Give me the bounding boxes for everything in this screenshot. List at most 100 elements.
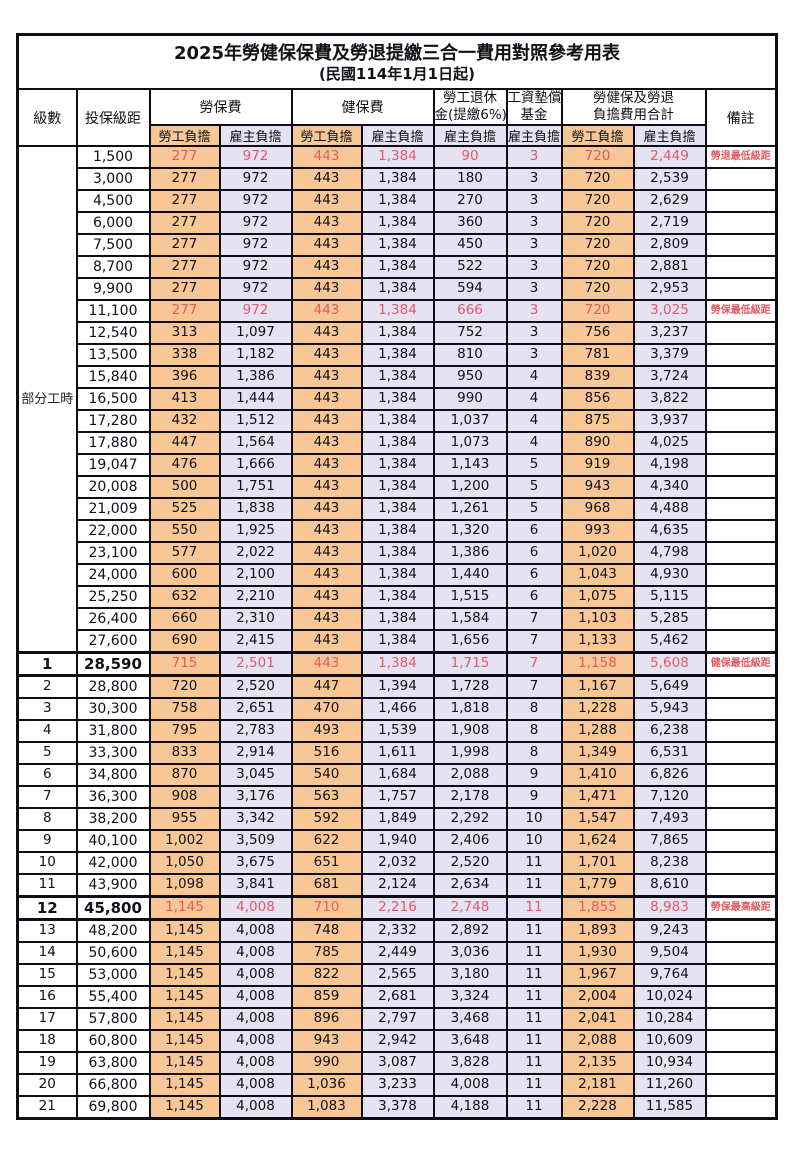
cell-labor-employer: 972 <box>218 299 293 323</box>
cell-total-employer: 4,025 <box>632 431 707 455</box>
cell-total-employee: 1,930 <box>560 941 635 965</box>
part-time-label: 部分工時 <box>16 145 78 654</box>
cell-level: 20 <box>16 1073 78 1097</box>
cell-health-employer: 1,384 <box>360 387 435 411</box>
cell-health-employee: 443 <box>290 255 363 279</box>
cell-bracket: 27,600 <box>75 629 151 654</box>
col-header-health-insurance: 健保費 <box>290 88 435 126</box>
cell-total-employer: 10,284 <box>632 1007 707 1031</box>
cell-bracket: 19,047 <box>75 453 151 477</box>
cell-pension-employer: 1,715 <box>432 651 508 677</box>
cell-pension-employer: 1,998 <box>432 741 508 765</box>
cell-labor-employer: 4,008 <box>218 895 293 921</box>
cell-total-employee: 720 <box>560 211 635 235</box>
cell-health-employee: 681 <box>290 873 363 898</box>
cell-total-employee: 720 <box>560 255 635 279</box>
cell-wage-fund-employer: 11 <box>505 1095 563 1120</box>
cell-health-employee: 443 <box>290 607 363 631</box>
cell-wage-fund-employer: 11 <box>505 1007 563 1031</box>
cell-labor-employer: 2,651 <box>218 697 293 721</box>
cell-bracket: 11,100 <box>75 299 151 323</box>
cell-health-employee: 470 <box>290 697 363 721</box>
cell-health-employee: 990 <box>290 1051 363 1075</box>
title-row: 2025年勞健保保費及勞退提繳三合一費用對照參考用表 (民國114年1月1日起) <box>16 33 778 90</box>
cell-labor-employee: 715 <box>148 651 221 677</box>
cell-labor-employer: 1,666 <box>218 453 293 477</box>
cell-total-employer: 3,025 <box>632 299 707 323</box>
cell-remark <box>704 629 778 654</box>
cell-labor-employer: 4,008 <box>218 1073 293 1097</box>
cell-labor-employee: 338 <box>148 343 221 367</box>
cell-health-employee: 859 <box>290 985 363 1009</box>
table-row: 25,250 632 2,210 443 1,384 1,515 6 1,075 5,115 <box>18 585 778 609</box>
cell-bracket: 28,590 <box>75 651 151 677</box>
cell-pension-employer: 594 <box>432 277 508 301</box>
cell-labor-employer: 4,008 <box>218 1007 293 1031</box>
cell-labor-employee: 600 <box>148 563 221 587</box>
cell-labor-employee: 795 <box>148 719 221 743</box>
cell-health-employer: 1,384 <box>360 409 435 433</box>
cell-labor-employee: 758 <box>148 697 221 721</box>
col-header-bracket: 投保級距 <box>75 88 151 147</box>
table-row: 9 40,100 1,002 3,509 622 1,940 2,406 10 1,624 7,8… <box>16 829 778 853</box>
table-row: 8,700 277 972 443 1,384 522 3 720 2,881 <box>18 255 778 279</box>
cell-health-employer: 1,384 <box>360 651 435 677</box>
cell-health-employee: 443 <box>290 343 363 367</box>
cell-health-employer: 1,394 <box>360 674 435 699</box>
cell-labor-employee: 690 <box>148 629 221 654</box>
cell-total-employer: 9,243 <box>632 918 707 943</box>
cell-health-employee: 443 <box>290 431 363 455</box>
cell-health-employer: 1,384 <box>360 321 435 345</box>
cell-total-employee: 1,167 <box>560 674 635 699</box>
page: 2025年勞健保保費及勞退提繳三合一費用對照參考用表 (民國114年1月1日起)… <box>0 33 791 1153</box>
cell-total-employer: 5,285 <box>632 607 707 631</box>
cell-health-employee: 443 <box>290 145 363 169</box>
cell-total-employer: 5,943 <box>632 697 707 721</box>
subheader-health-employer: 雇主負擔 <box>360 124 435 147</box>
table-row: 26,400 660 2,310 443 1,384 1,584 7 1,103 5,285 <box>18 607 778 631</box>
cell-remark <box>704 807 778 831</box>
cell-pension-employer: 522 <box>432 255 508 279</box>
cell-level: 14 <box>16 941 78 965</box>
header-sub-row: 勞工負擔 雇主負擔 勞工負擔 雇主負擔 雇主負擔 雇主負擔 勞工負擔 雇主負擔 <box>18 124 777 147</box>
cell-bracket: 17,280 <box>75 409 151 433</box>
cell-labor-employee: 720 <box>148 674 221 699</box>
cell-bracket: 48,200 <box>75 918 151 943</box>
cell-bracket: 33,300 <box>75 741 151 765</box>
cell-remark <box>704 1095 778 1120</box>
table-row: 12 45,800 1,145 4,008 710 2,216 2,748 11 1,855 8,… <box>16 895 778 921</box>
cell-total-employer: 10,934 <box>632 1051 707 1075</box>
cell-pension-employer: 2,292 <box>432 807 508 831</box>
cell-pension-employer: 360 <box>432 211 508 235</box>
total-header-line2: 負擔費用合計 <box>593 107 674 123</box>
cell-labor-employee: 500 <box>148 475 221 499</box>
cell-level: 21 <box>16 1095 78 1120</box>
table-row: 6,000 277 972 443 1,384 360 3 720 2,719 <box>18 211 778 235</box>
cell-labor-employee: 277 <box>148 299 221 323</box>
cell-health-employee: 443 <box>290 189 363 213</box>
table-row: 9,900 277 972 443 1,384 594 3 720 2,953 <box>18 277 778 301</box>
cell-pension-employer: 2,088 <box>432 763 508 787</box>
cell-wage-fund-employer: 3 <box>505 145 563 169</box>
cell-bracket: 60,800 <box>75 1029 151 1053</box>
table-row: 11,100 277 972 443 1,384 666 3 720 3,025 勞保最低級距 <box>18 299 778 323</box>
cell-pension-employer: 3,180 <box>432 963 508 987</box>
cell-total-employee: 1,547 <box>560 807 635 831</box>
table-row: 15,840 396 1,386 443 1,384 950 4 839 3,724 <box>18 365 778 389</box>
cell-total-employer: 6,826 <box>632 763 707 787</box>
cell-labor-employee: 1,145 <box>148 963 221 987</box>
cell-total-employee: 756 <box>560 321 635 345</box>
cell-health-employee: 943 <box>290 1029 363 1053</box>
cell-health-employer: 1,384 <box>360 563 435 587</box>
cell-remark <box>704 189 778 213</box>
cell-total-employer: 4,198 <box>632 453 707 477</box>
cell-labor-employer: 2,210 <box>218 585 293 609</box>
cell-wage-fund-employer: 11 <box>505 1051 563 1075</box>
cell-remark <box>704 321 778 345</box>
cell-total-employee: 890 <box>560 431 635 455</box>
cell-labor-employer: 2,310 <box>218 607 293 631</box>
table-row: 21,009 525 1,838 443 1,384 1,261 5 968 4,488 <box>18 497 778 521</box>
cell-health-employee: 443 <box>290 585 363 609</box>
table-row: 5 33,300 833 2,914 516 1,611 1,998 8 1,349 6,531 <box>16 741 778 765</box>
cell-bracket: 38,200 <box>75 807 151 831</box>
